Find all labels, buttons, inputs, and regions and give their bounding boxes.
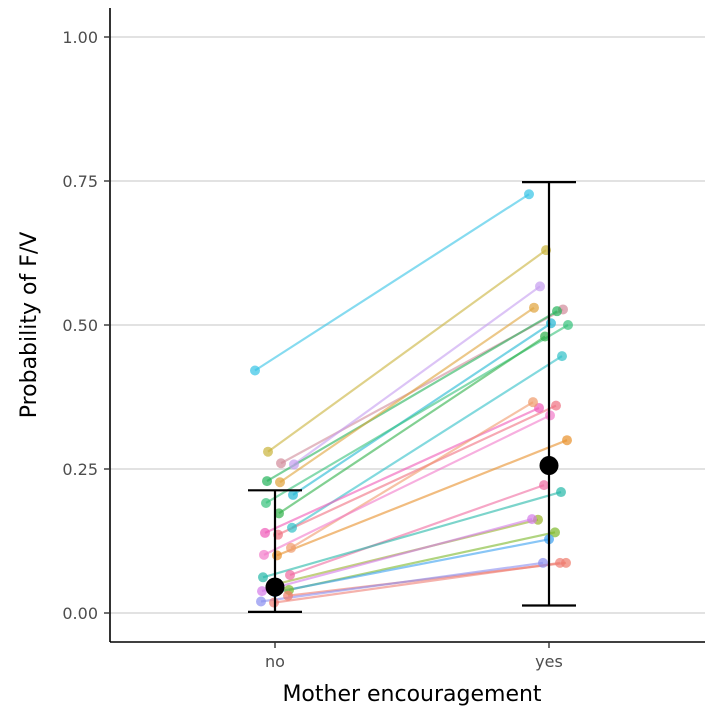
subject-line <box>273 561 561 604</box>
subject-line <box>262 490 562 579</box>
subject-point-yes <box>527 514 537 525</box>
subject-point-yes <box>535 281 545 292</box>
subject-point-no <box>250 365 260 376</box>
subject-point-no <box>263 446 273 457</box>
subject-point-no <box>262 476 272 487</box>
subject-line <box>276 439 568 557</box>
subject-point-no <box>260 527 270 538</box>
subject-point-yes <box>529 302 539 313</box>
ticks: 0.00 0.25 0.50 0.75 1.00 no yes <box>62 28 562 671</box>
subject-line <box>278 335 546 515</box>
subject-point-no <box>287 522 297 533</box>
subject-line <box>289 484 545 577</box>
subject-line <box>292 322 552 496</box>
subject-line <box>260 561 544 603</box>
subject-point-no <box>288 489 298 500</box>
subject-point-no <box>276 458 286 469</box>
subject-point-yes <box>538 557 548 568</box>
subject-point-no <box>256 596 266 607</box>
summary-layer <box>248 181 576 613</box>
subject-point-no <box>283 590 293 601</box>
subject-point-yes <box>546 318 556 329</box>
mean-point-no <box>265 577 285 597</box>
y-tick-label: 0.00 <box>62 604 98 623</box>
subject-point-yes <box>557 351 567 362</box>
subject-point-yes <box>563 320 573 330</box>
y-tick-label: 0.75 <box>62 172 98 191</box>
subject-lines <box>254 193 569 604</box>
subject-line <box>274 538 550 594</box>
subject-point-no <box>258 572 268 583</box>
subject-point-yes <box>551 400 561 411</box>
x-axis-title: Mother encouragement <box>282 682 541 707</box>
subject-point-no <box>261 497 271 508</box>
subject-line <box>279 306 535 484</box>
subject-line <box>267 249 547 453</box>
x-tick-label-no: no <box>265 652 285 671</box>
subject-point-yes <box>562 435 572 446</box>
subject-point-no <box>289 459 299 470</box>
y-tick-label: 1.00 <box>62 28 98 47</box>
subject-line <box>254 193 530 372</box>
subject-line <box>293 285 541 466</box>
subject-points <box>250 189 573 608</box>
subject-point-yes <box>524 189 534 200</box>
gridlines <box>110 36 705 614</box>
subject-point-no <box>285 569 295 580</box>
subject-point-yes <box>539 480 549 491</box>
subject-point-no <box>259 549 269 560</box>
subject-point-no <box>274 508 284 519</box>
subject-point-yes <box>555 557 565 568</box>
subject-point-yes <box>552 306 562 317</box>
subject-point-yes <box>550 527 560 538</box>
y-tick-label: 0.50 <box>62 316 98 335</box>
y-tick-label: 0.25 <box>62 460 98 479</box>
subject-line <box>264 406 540 534</box>
subject-point-no <box>272 550 282 561</box>
subject-point-no <box>275 477 285 488</box>
subject-line <box>277 404 557 536</box>
subject-line <box>266 310 558 483</box>
subject-point-yes <box>556 487 566 498</box>
subject-point-yes <box>540 331 550 342</box>
subject-line <box>261 518 533 593</box>
subject-line <box>263 414 551 556</box>
y-axis-title: Probability of F/V <box>17 232 42 419</box>
subject-point-no <box>257 586 267 597</box>
x-tick-label-yes: yes <box>535 652 563 671</box>
subject-point-yes <box>528 397 538 408</box>
subject-line <box>290 401 534 549</box>
mean-point-yes <box>539 456 559 476</box>
subject-point-no <box>286 542 296 553</box>
